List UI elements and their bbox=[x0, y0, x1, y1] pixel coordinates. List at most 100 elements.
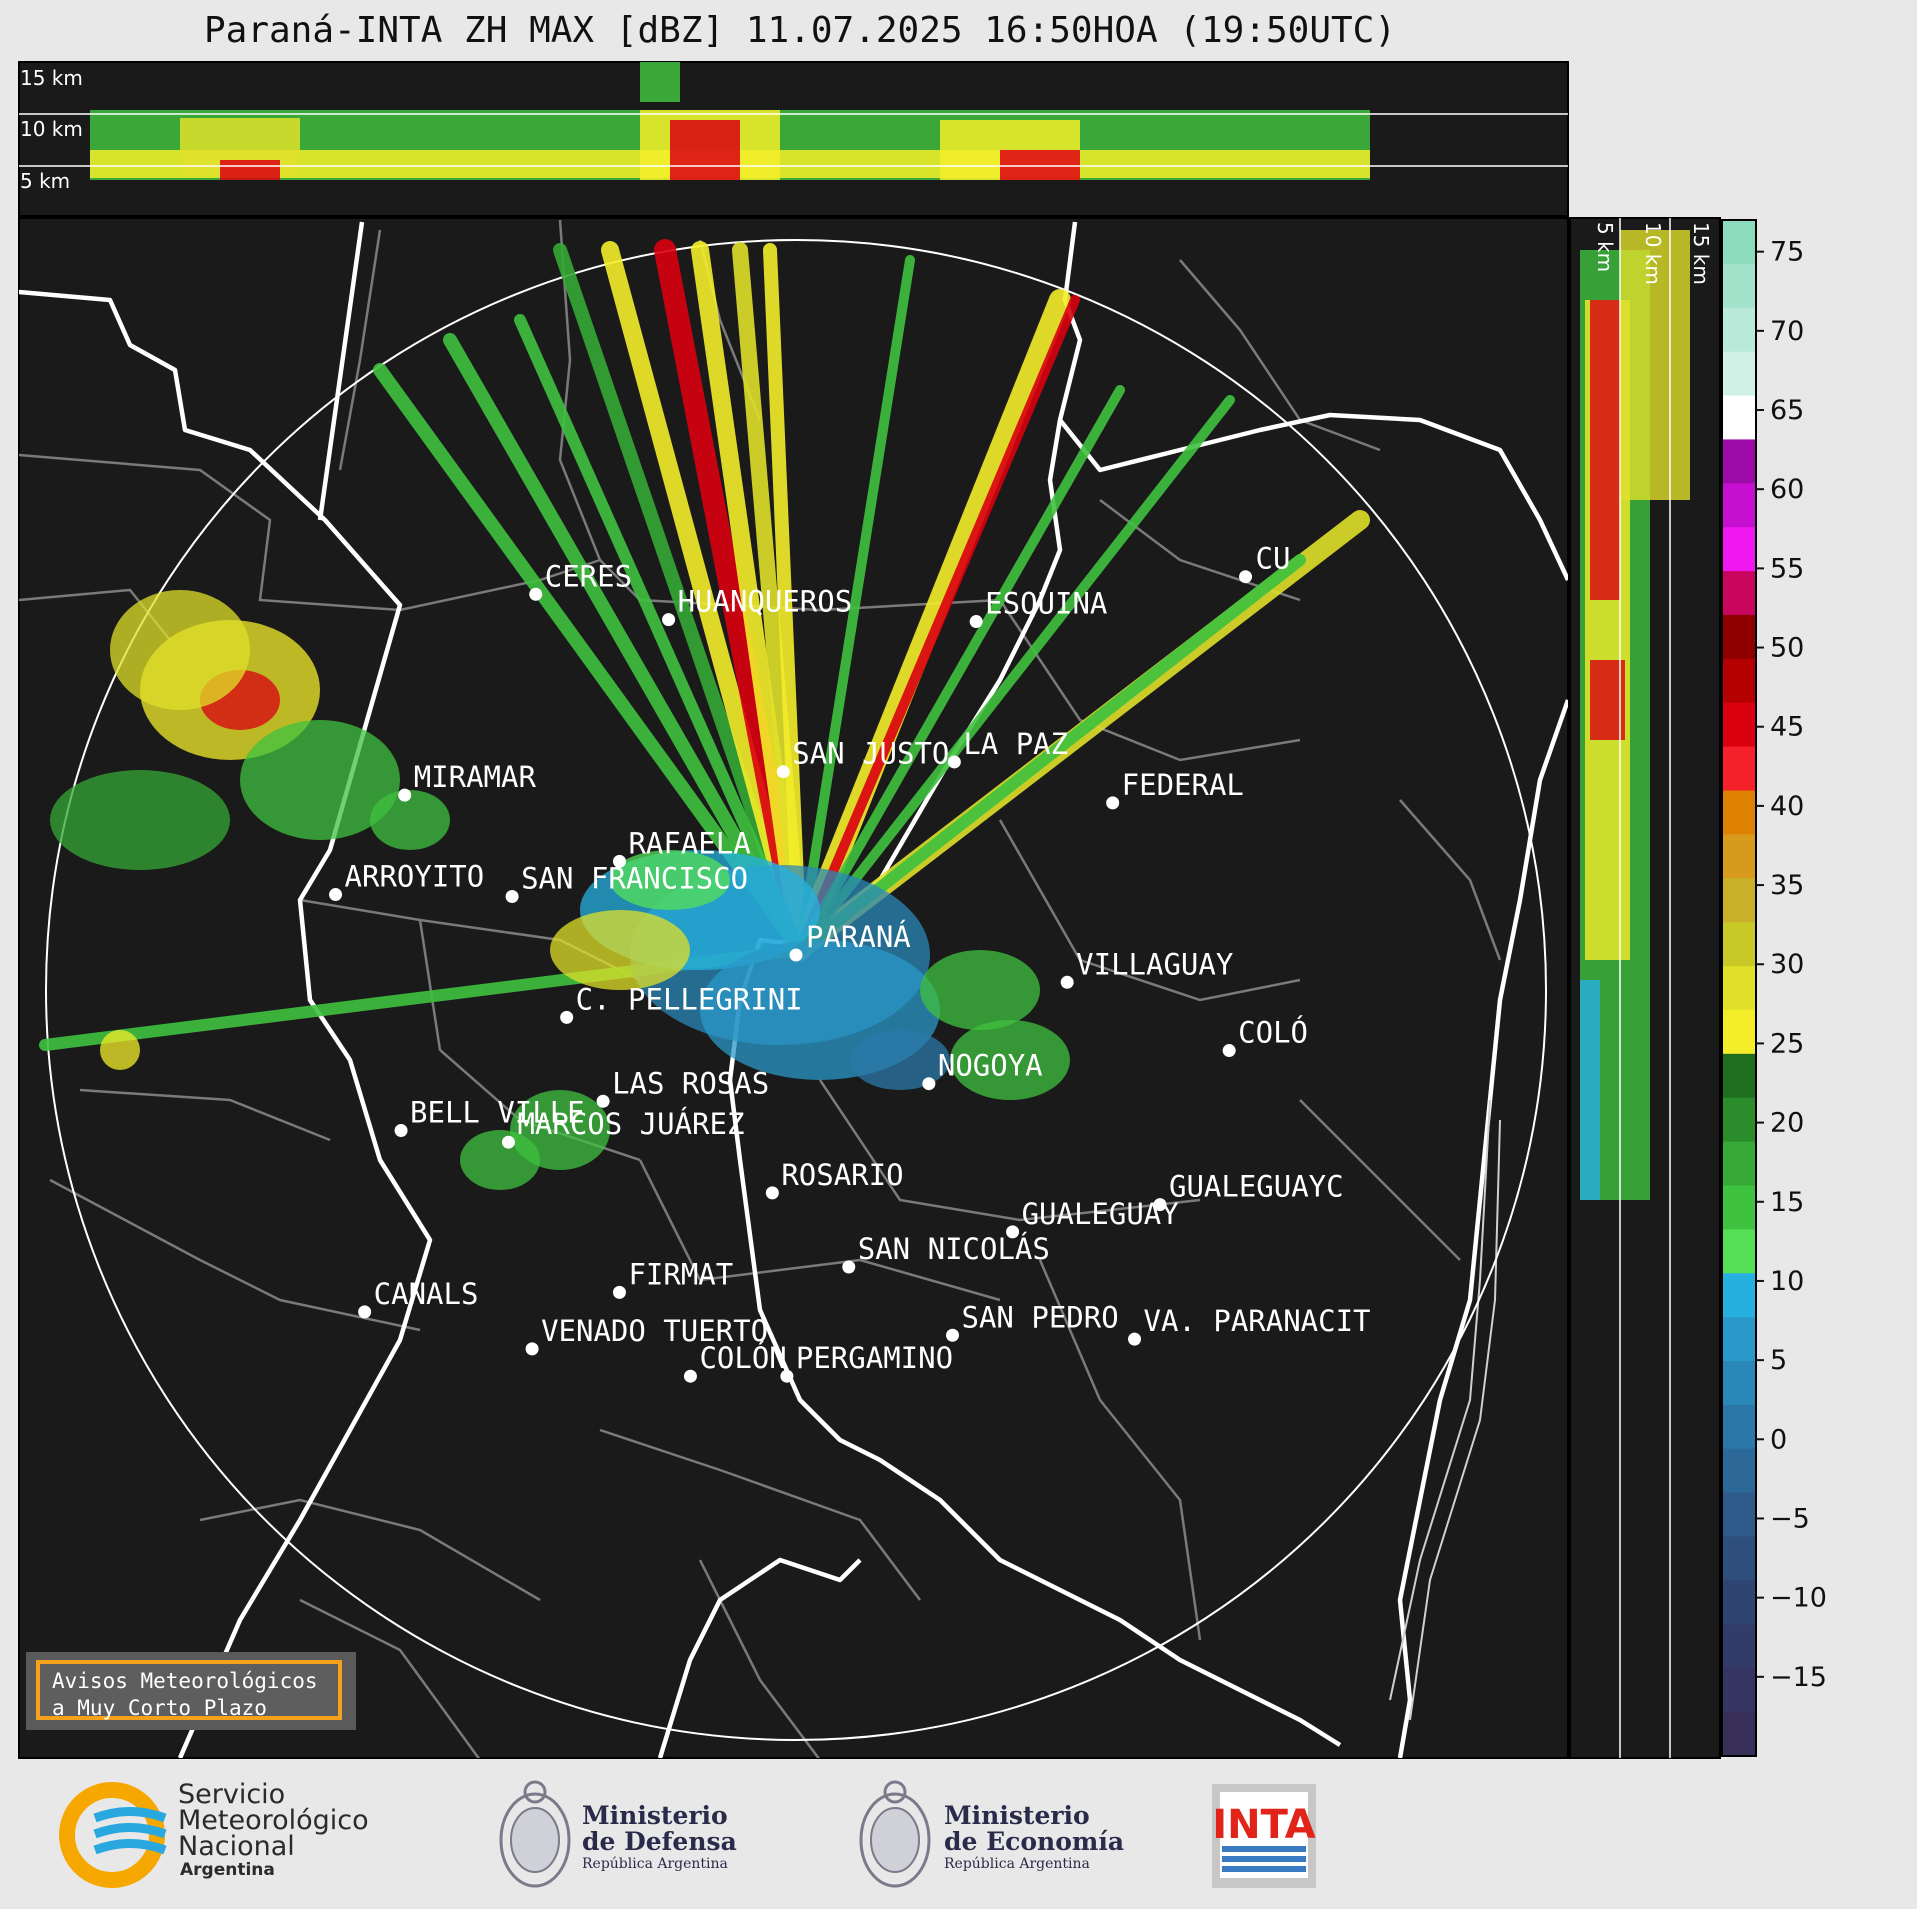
colorbar-swatch bbox=[1722, 1273, 1756, 1318]
echo-blob bbox=[460, 1130, 540, 1190]
colorbar-swatch bbox=[1722, 307, 1756, 353]
top-label-5km: 5 km bbox=[20, 169, 70, 193]
city-dot bbox=[505, 890, 519, 903]
inta-logo: INTA bbox=[1212, 1784, 1316, 1888]
city-label: SAN JUSTO bbox=[792, 737, 949, 771]
defensa-line-3: República Argentina bbox=[582, 1856, 728, 1872]
defensa-line-2: de Defensa bbox=[582, 1827, 737, 1856]
city-dot bbox=[946, 1328, 960, 1342]
colorbar-tick-label: 50 bbox=[1770, 633, 1804, 664]
city-dot bbox=[560, 1010, 574, 1024]
city-label: COLÓN bbox=[699, 1341, 786, 1375]
colorbar-swatch bbox=[1722, 1053, 1756, 1099]
city-dot bbox=[358, 1305, 372, 1319]
top-echo-band bbox=[1000, 150, 1080, 180]
city-label: ARROYITO bbox=[345, 860, 485, 894]
colorbar-tick-label: 65 bbox=[1770, 395, 1804, 426]
colorbar-swatch bbox=[1722, 614, 1756, 660]
colorbar-swatch bbox=[1722, 1009, 1756, 1055]
river-lines bbox=[1389, 1099, 1501, 1721]
colorbar-swatch bbox=[1722, 1492, 1756, 1538]
smn-line-2: Meteorológico bbox=[178, 1805, 369, 1836]
colorbar-swatch bbox=[1722, 439, 1756, 485]
echo-blob bbox=[240, 720, 400, 840]
city-dot bbox=[1222, 1044, 1236, 1058]
map-panel: CERES HUANQUEROS ESQUINA CU SAN JUSTO LA PAZ F… bbox=[18, 217, 1569, 1759]
city-dot bbox=[612, 854, 626, 868]
range-ring bbox=[45, 239, 1547, 1741]
colorbar-swatch bbox=[1722, 571, 1756, 616]
notice-line-1: Avisos Meteorológicos bbox=[52, 1669, 318, 1693]
defensa-logo-text: Ministerio de Defensa República Argentin… bbox=[582, 1803, 737, 1873]
colorbar-swatch bbox=[1722, 966, 1756, 1011]
city-dot bbox=[842, 1260, 856, 1274]
echo-ray bbox=[514, 314, 806, 956]
defensa-seal-icon bbox=[499, 1780, 571, 1888]
city-label: LA PAZ bbox=[963, 727, 1068, 761]
top-label-10km: 10 km bbox=[20, 117, 83, 141]
colorbar-swatch bbox=[1722, 351, 1756, 397]
city-dot bbox=[1153, 1198, 1167, 1212]
city-label: NOGOYA bbox=[938, 1049, 1043, 1083]
notice-box[interactable]: Avisos Meteorológicos a Muy Corto Plazo bbox=[36, 1660, 342, 1720]
economia-line-2: de Economía bbox=[944, 1827, 1125, 1856]
city-label: HUANQUEROS bbox=[678, 585, 853, 619]
colorbar-tick-label: 0 bbox=[1770, 1424, 1787, 1455]
top-profile-echoes bbox=[90, 62, 1370, 180]
city-dot bbox=[776, 765, 790, 779]
echo-blob bbox=[100, 1030, 140, 1070]
city-label: GUALEGUAYC bbox=[1169, 1170, 1344, 1204]
city-dot bbox=[612, 1285, 626, 1299]
city-label: SAN PEDRO bbox=[962, 1300, 1119, 1334]
city-dot bbox=[922, 1077, 936, 1091]
city-label: VILLAGUAY bbox=[1076, 947, 1233, 981]
city-label: C. PELLEGRINI bbox=[576, 982, 803, 1016]
city-dot bbox=[1060, 975, 1074, 989]
colorbar-swatch bbox=[1722, 483, 1756, 528]
colorbar-tick-label: −10 bbox=[1770, 1583, 1827, 1614]
colorbar-swatch bbox=[1722, 1580, 1756, 1626]
colorbar-tick-label: 70 bbox=[1770, 316, 1804, 347]
top-label-15km: 15 km bbox=[20, 66, 83, 90]
side-echo-band bbox=[1620, 230, 1690, 500]
city-label: CU bbox=[1256, 542, 1291, 576]
colorbar-tick-label: −5 bbox=[1770, 1503, 1810, 1534]
echo-blob bbox=[850, 1030, 950, 1090]
colorbar-swatch bbox=[1722, 220, 1756, 265]
colorbar-tick-label: −15 bbox=[1770, 1662, 1827, 1693]
city-label: SAN FRANCISCO bbox=[521, 862, 748, 896]
side-label-10km: 10 km bbox=[1641, 222, 1665, 285]
colorbar-tick-label: 40 bbox=[1770, 791, 1804, 822]
top-echo-band bbox=[670, 120, 740, 180]
city-label: PERGAMINO bbox=[796, 1341, 953, 1375]
colorbar-swatch bbox=[1722, 1448, 1756, 1494]
colorbar-swatch bbox=[1722, 746, 1756, 792]
colorbar-tick-label: 5 bbox=[1770, 1345, 1787, 1376]
side-echo-band bbox=[1590, 300, 1620, 600]
city-label: MIRAMAR bbox=[414, 760, 537, 794]
city-label: RAFAELA bbox=[628, 826, 750, 860]
colorbar-tick-label: 25 bbox=[1770, 1028, 1804, 1059]
colorbar-swatch bbox=[1722, 1097, 1756, 1143]
city-dot bbox=[1239, 570, 1253, 584]
colorbar-swatch bbox=[1722, 1404, 1756, 1450]
city-label: VA. PARANACIT bbox=[1144, 1304, 1371, 1338]
city-dot bbox=[969, 615, 983, 629]
city-dot bbox=[947, 755, 961, 769]
economia-seal-icon bbox=[859, 1780, 931, 1888]
city-label: FIRMAT bbox=[628, 1257, 733, 1291]
echo-ray bbox=[795, 385, 1125, 955]
colorbar-swatch bbox=[1722, 1536, 1756, 1582]
city-label: FEDERAL bbox=[1122, 768, 1244, 802]
colorbar-tick-label: 30 bbox=[1770, 949, 1804, 980]
city-dot bbox=[1128, 1332, 1142, 1346]
city-dot bbox=[662, 613, 676, 627]
echo-blob bbox=[920, 950, 1040, 1030]
echo-blob bbox=[610, 850, 730, 910]
city-label: PARANÁ bbox=[806, 920, 911, 954]
colorbar-swatch bbox=[1722, 702, 1756, 748]
city-dot bbox=[529, 587, 543, 601]
economia-line-1: Ministerio bbox=[944, 1801, 1090, 1830]
